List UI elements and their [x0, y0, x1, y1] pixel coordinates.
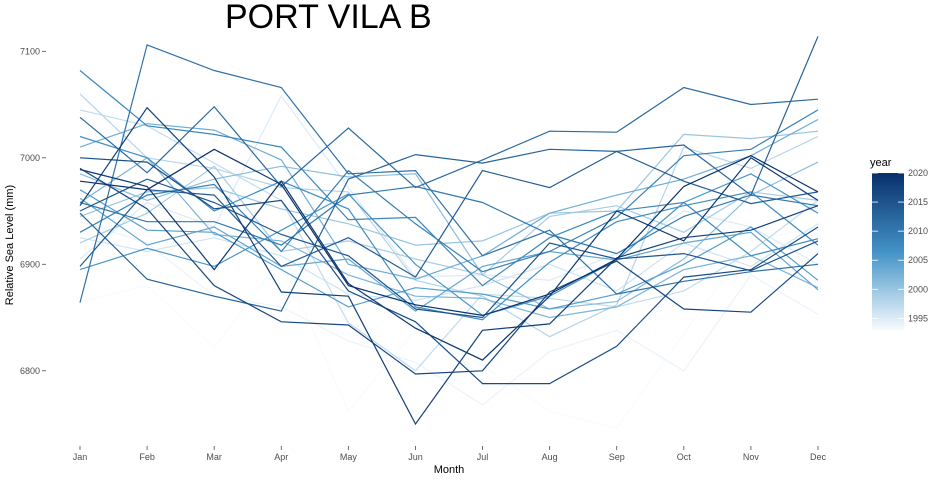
x-tick-label: Mar — [206, 452, 222, 462]
series-line-1995 — [79, 94, 819, 281]
series-line-2005 — [79, 189, 819, 310]
x-tick-label: Jan — [73, 452, 88, 462]
series-line-2004 — [79, 197, 819, 312]
series-line-2020 — [79, 148, 819, 317]
series-line-2017 — [79, 167, 819, 375]
legend-title: year — [870, 157, 892, 169]
legend-tick-label: 2010 — [908, 226, 928, 236]
x-tick-label: Oct — [677, 452, 692, 462]
chart-title: PORT VILA B — [225, 0, 432, 36]
y-tick-label: 7000 — [20, 153, 40, 163]
series-line-2014 — [79, 150, 819, 278]
series-line-2009 — [79, 109, 819, 273]
legend-colorbar — [872, 173, 904, 330]
series-line-2008 — [79, 70, 819, 287]
legend-tick-label: 1995 — [908, 313, 928, 323]
series-line-2000 — [79, 130, 819, 246]
y-tick-label: 7100 — [20, 46, 40, 56]
series-line-2011 — [79, 44, 819, 303]
series-line-2010 — [79, 185, 819, 255]
series-line-2013 — [79, 36, 819, 312]
series-line-2018 — [79, 106, 819, 426]
series-line-1996 — [79, 223, 819, 302]
y-axis-title: Relative Sea Level (mm) — [4, 185, 16, 305]
y-tick-label: 6900 — [20, 259, 40, 269]
x-tick-label: Jul — [477, 452, 489, 462]
x-axis-title: Month — [434, 464, 465, 476]
series-line-1997 — [79, 109, 819, 372]
legend-tick-label: 2000 — [908, 284, 928, 294]
legend-tick-label: 2020 — [908, 168, 928, 178]
x-tick-label: Feb — [139, 452, 155, 462]
series-line-1993 — [79, 226, 819, 429]
x-tick-label: Apr — [274, 452, 288, 462]
series-line-2016 — [79, 157, 819, 385]
series-line-2015 — [79, 178, 819, 319]
series-line-2006 — [79, 173, 819, 317]
y-tick-label: 6800 — [20, 366, 40, 376]
legend-tick-label: 2015 — [908, 197, 928, 207]
series-line-2012 — [79, 86, 819, 189]
axes: 6800 6900 7000 7100 Jan Feb Mar Apr May Jun Jul Aug… — [20, 46, 827, 462]
x-tick-label: Dec — [810, 452, 827, 462]
x-tick-label: Sep — [609, 452, 625, 462]
legend: year 1995 2000 2005 2010 2015 2020 — [870, 157, 928, 330]
series-line-2019 — [79, 157, 819, 361]
series-line-2003 — [79, 118, 819, 280]
series-lines — [79, 36, 819, 429]
x-tick-label: Nov — [743, 452, 760, 462]
x-tick-label: Aug — [542, 452, 558, 462]
x-tick-label: May — [340, 452, 358, 462]
legend-tick-label: 2005 — [908, 255, 928, 265]
series-line-1994 — [79, 221, 819, 406]
x-tick-label: Jun — [408, 452, 423, 462]
